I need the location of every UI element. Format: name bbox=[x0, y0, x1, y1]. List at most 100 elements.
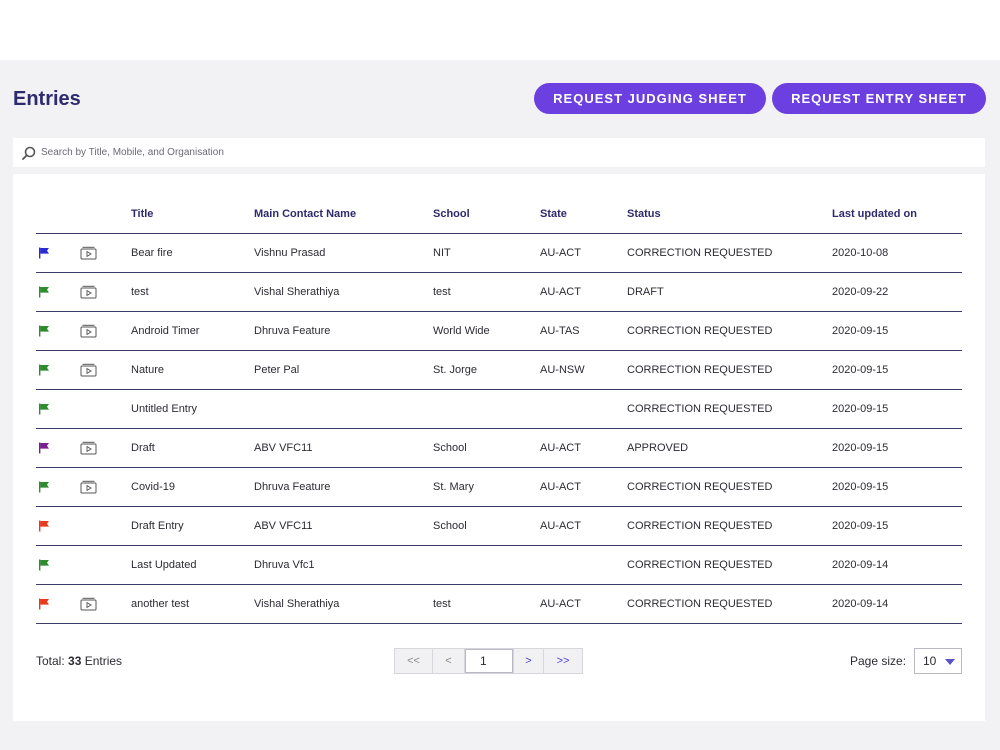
flag-green-icon[interactable] bbox=[38, 559, 50, 571]
table-row[interactable]: Covid-19 Dhruva Feature St. Mary AU-ACT CORR… bbox=[36, 467, 962, 507]
flag-green-icon[interactable] bbox=[38, 403, 50, 415]
column-header-main-contact[interactable]: Main Contact Name bbox=[254, 195, 433, 234]
flag-purple-icon[interactable] bbox=[38, 442, 50, 454]
main-contact-name: Vishnu Prasad bbox=[254, 233, 433, 273]
main-contact-name bbox=[254, 389, 433, 429]
last-page-button[interactable]: >> bbox=[556, 655, 570, 667]
flag-red-icon[interactable] bbox=[38, 520, 50, 532]
video-icon[interactable] bbox=[80, 324, 97, 338]
media-cell bbox=[80, 311, 131, 351]
flag-cell bbox=[36, 233, 80, 273]
entry-title: test bbox=[131, 272, 254, 312]
total-count: 33 bbox=[68, 654, 82, 668]
entry-title: Android Timer bbox=[131, 311, 254, 351]
entry-title: Nature bbox=[131, 350, 254, 390]
flag-cell bbox=[36, 272, 80, 312]
main-contact-name: Vishal Sherathiya bbox=[254, 272, 433, 312]
video-icon[interactable] bbox=[80, 480, 97, 494]
last-updated-date: 2020-09-14 bbox=[832, 545, 962, 585]
table-row[interactable]: Draft ABV VFC11 School AU-ACT APPROVED 2020-0… bbox=[36, 428, 962, 468]
main-contact-name: ABV VFC11 bbox=[254, 428, 433, 468]
flag-green-icon[interactable] bbox=[38, 325, 50, 337]
table-header-row: Title Main Contact Name School State Sta… bbox=[36, 195, 962, 234]
previous-page-button[interactable]: < bbox=[433, 649, 465, 673]
table-row[interactable]: another test Vishal Sherathiya test AU-ACT C… bbox=[36, 584, 962, 624]
video-icon[interactable] bbox=[80, 246, 97, 260]
main-contact-name: Dhruva Feature bbox=[254, 311, 433, 351]
media-cell bbox=[80, 272, 131, 312]
state-code: AU-ACT bbox=[540, 584, 627, 624]
last-updated-date: 2020-09-15 bbox=[832, 506, 962, 546]
media-cell bbox=[80, 428, 131, 468]
media-cell bbox=[80, 350, 131, 390]
page-size-select[interactable]: 10 bbox=[914, 648, 962, 674]
last-updated-date: 2020-09-22 bbox=[832, 272, 962, 312]
flag-blue-icon[interactable] bbox=[38, 247, 50, 259]
video-icon[interactable] bbox=[80, 441, 97, 455]
flag-cell bbox=[36, 311, 80, 351]
school-name: test bbox=[433, 272, 540, 312]
column-header-title[interactable]: Title bbox=[131, 195, 254, 234]
flag-cell bbox=[36, 467, 80, 507]
chevron-down-icon bbox=[945, 659, 955, 665]
table-row[interactable]: Untitled Entry CORRECTION REQUESTED 2020-0… bbox=[36, 389, 962, 429]
status-text: CORRECTION REQUESTED bbox=[627, 389, 832, 429]
last-updated-date: 2020-09-14 bbox=[832, 584, 962, 624]
column-header-status[interactable]: Status bbox=[627, 195, 832, 234]
column-header-last-updated[interactable]: Last updated on bbox=[832, 195, 962, 234]
school-name: NIT bbox=[433, 233, 540, 273]
status-text: CORRECTION REQUESTED bbox=[627, 311, 832, 351]
column-header-state[interactable]: State bbox=[540, 195, 627, 234]
flag-green-icon[interactable] bbox=[38, 364, 50, 376]
state-code: AU-ACT bbox=[540, 428, 627, 468]
school-name bbox=[433, 545, 540, 585]
request-entry-sheet-button[interactable]: REQUEST ENTRY SHEET bbox=[772, 83, 986, 114]
entries-table: Title Main Contact Name School State Sta… bbox=[36, 195, 962, 624]
search-bar bbox=[13, 138, 985, 167]
table-row[interactable]: Nature Peter Pal St. Jorge AU-NSW CORRECTION… bbox=[36, 350, 962, 390]
school-name: test bbox=[433, 584, 540, 624]
table-row[interactable]: test Vishal Sherathiya test AU-ACT DRAFT 2020… bbox=[36, 272, 962, 312]
total-suffix: Entries bbox=[81, 654, 123, 668]
state-code bbox=[540, 389, 627, 429]
main-contact-name: Vishal Sherathiya bbox=[254, 584, 433, 624]
flag-red-icon[interactable] bbox=[38, 598, 50, 610]
video-icon[interactable] bbox=[80, 363, 97, 377]
media-cell bbox=[80, 233, 131, 273]
state-code: AU-ACT bbox=[540, 467, 627, 507]
video-icon[interactable] bbox=[80, 285, 97, 299]
entry-title: Covid-19 bbox=[131, 467, 254, 507]
status-text: APPROVED bbox=[627, 428, 832, 468]
table-row[interactable]: Last Updated Dhruva Vfc1 CORRECTION REQUES… bbox=[36, 545, 962, 585]
school-name: School bbox=[433, 428, 540, 468]
request-judging-sheet-button[interactable]: REQUEST JUDGING SHEET bbox=[534, 83, 766, 114]
search-icon bbox=[22, 146, 36, 160]
main-contact-name: Dhruva Vfc1 bbox=[254, 545, 433, 585]
top-band bbox=[0, 0, 1000, 60]
page-size-value: 10 bbox=[923, 654, 937, 668]
table-row[interactable]: Draft Entry ABV VFC11 School AU-ACT CORRECTI… bbox=[36, 506, 962, 546]
main-contact-name: ABV VFC11 bbox=[254, 506, 433, 546]
page-number-input[interactable] bbox=[465, 649, 513, 673]
flag-green-icon[interactable] bbox=[38, 286, 50, 298]
next-page-button[interactable]: > bbox=[513, 649, 544, 673]
school-name: School bbox=[433, 506, 540, 546]
search-input[interactable] bbox=[41, 147, 985, 158]
school-name: St. Jorge bbox=[433, 350, 540, 390]
last-updated-date: 2020-10-08 bbox=[832, 233, 962, 273]
flag-cell bbox=[36, 584, 80, 624]
status-text: CORRECTION REQUESTED bbox=[627, 233, 832, 273]
flag-cell bbox=[36, 506, 80, 546]
column-header-school[interactable]: School bbox=[433, 195, 540, 234]
video-icon[interactable] bbox=[80, 597, 97, 611]
entry-title: Untitled Entry bbox=[131, 389, 254, 429]
table-row[interactable]: Bear fire Vishnu Prasad NIT AU-ACT CORRECTIO… bbox=[36, 233, 962, 273]
first-page-button[interactable]: << bbox=[395, 649, 433, 673]
state-code: AU-ACT bbox=[540, 233, 627, 273]
last-updated-date: 2020-09-15 bbox=[832, 428, 962, 468]
table-row[interactable]: Android Timer Dhruva Feature World Wide AU-… bbox=[36, 311, 962, 351]
status-text: CORRECTION REQUESTED bbox=[627, 545, 832, 585]
total-entries: Total: 33 Entries bbox=[36, 654, 122, 668]
state-code: AU-ACT bbox=[540, 506, 627, 546]
flag-green-icon[interactable] bbox=[38, 481, 50, 493]
